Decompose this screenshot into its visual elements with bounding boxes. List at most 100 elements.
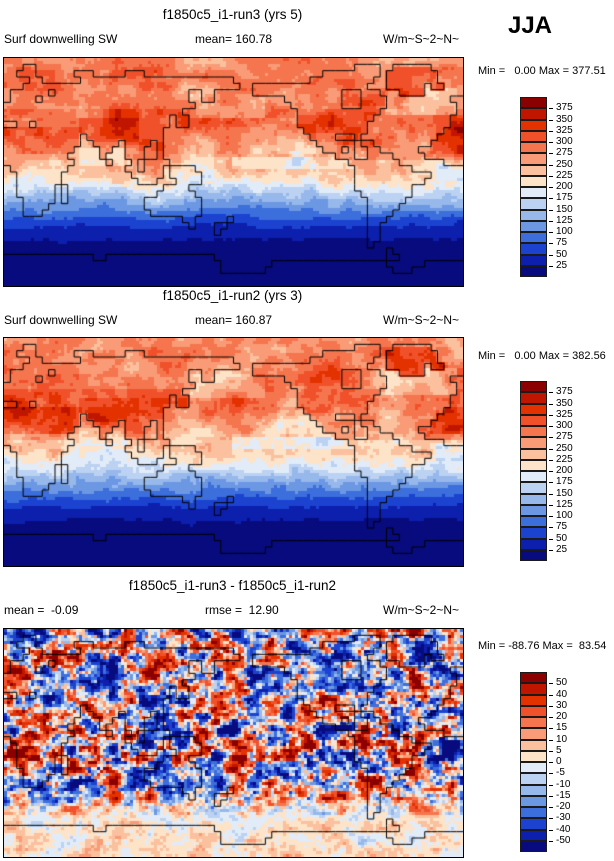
colorbar-tick-label: 15 (556, 722, 568, 734)
colorbar-segment (520, 403, 547, 415)
colorbar-tick (549, 527, 553, 529)
colorbar-tick (549, 254, 553, 256)
colorbar-tick-label: 350 (556, 397, 573, 409)
colorbar-segment (520, 153, 547, 165)
panel2-units-label: W/m~S~2~N~ (383, 313, 460, 327)
colorbar-tick (549, 807, 553, 808)
panel3-title: f1850c5_i1-run3 - f1850c5_i1-run2 (128, 578, 337, 593)
colorbar-segment (520, 784, 547, 796)
colorbar-tick-label: 75 (556, 237, 568, 249)
colorbar-segment (520, 187, 547, 199)
colorbar-tick (549, 243, 553, 245)
colorbar-tick-label: 125 (556, 214, 573, 226)
colorbar-segment (520, 807, 547, 819)
colorbar-tick-label: -20 (556, 801, 571, 812)
colorbar-tick (549, 175, 553, 177)
colorbar-segment (520, 538, 547, 550)
colorbar-segment (520, 504, 547, 516)
colorbar-tick-label: 75 (556, 521, 568, 533)
colorbar-tick-label: 275 (556, 431, 573, 443)
colorbar-segment (520, 426, 547, 438)
colorbar-segment (520, 750, 547, 762)
colorbar-segment (520, 414, 547, 426)
colorbar-tick (549, 392, 553, 394)
colorbar-tick-label: 200 (556, 181, 573, 192)
colorbar-tick-label: 250 (556, 158, 573, 170)
colorbar-segment (520, 243, 547, 255)
colorbar-segment (520, 683, 547, 695)
colorbar-tick-label: 30 (556, 699, 568, 711)
colorbar-segment (520, 739, 547, 751)
colorbar-tick (549, 459, 553, 461)
colorbar-tick (549, 549, 553, 551)
colorbar-tick (549, 142, 553, 143)
colorbar-tick-label: 0 (556, 756, 562, 767)
colorbar-tick-label: 25 (556, 543, 568, 555)
colorbar-segment (520, 448, 547, 460)
colorbar-tick (549, 840, 553, 842)
colorbar-tick (549, 773, 553, 775)
colorbar-tick-label: 300 (556, 420, 573, 431)
colorbar-tick-label: -40 (556, 823, 571, 835)
colorbar-tick-label: -5 (556, 767, 565, 779)
colorbar-tick (549, 829, 553, 831)
colorbar-segment (520, 392, 547, 404)
colorbar-segment (520, 164, 547, 176)
panel2-minmax-label: Min = 0.00 Max = 382.56 (478, 350, 606, 362)
colorbar-tick-label: -15 (556, 789, 571, 801)
colorbar-segment (520, 694, 547, 706)
panel1-map-canvas (3, 57, 464, 287)
colorbar-tick-label: 5 (556, 744, 562, 756)
colorbar-tick (549, 414, 553, 416)
colorbar-segment (520, 220, 547, 232)
panel3-minmax-label: Min = -88.76 Max = 83.54 (478, 640, 607, 652)
colorbar-segment (520, 97, 547, 109)
colorbar-tick (549, 448, 553, 450)
colorbar-tick (549, 209, 553, 211)
colorbar-segment (520, 459, 547, 471)
colorbar-segment (520, 482, 547, 494)
colorbar-tick-label: 375 (556, 386, 573, 398)
colorbar-segment (520, 795, 547, 807)
colorbar-tick (549, 739, 553, 741)
colorbar-tick-label: 300 (556, 136, 573, 147)
panel1-mean-label: mean= 160.78 (195, 32, 273, 46)
colorbar-tick-label: -30 (556, 812, 571, 824)
colorbar-tick-label: 275 (556, 147, 573, 159)
panel3-rmse-label: rmse = 12.90 (205, 603, 279, 617)
colorbar-tick (549, 504, 553, 506)
colorbar-tick-label: 50 (556, 248, 568, 260)
colorbar-tick-label: 40 (556, 688, 568, 700)
colorbar-tick-label: 150 (556, 487, 573, 499)
colorbar-tick (549, 516, 553, 517)
colorbar-segment (520, 705, 547, 717)
colorbar-tick-label: -10 (556, 778, 571, 790)
colorbar-tick-label: 225 (556, 453, 573, 465)
panel1-title: f1850c5_i1-run3 (yrs 5) (162, 7, 303, 22)
colorbar-tick-label: 100 (556, 226, 573, 237)
panel3-mean-label: mean = -0.09 (4, 603, 79, 617)
colorbar-tick (549, 153, 553, 155)
colorbar-tick (549, 187, 553, 188)
colorbar-tick (549, 795, 553, 797)
colorbar-segment (520, 175, 547, 187)
panel3-units-label: W/m~S~2~N~ (383, 603, 460, 617)
colorbar-segment (520, 119, 547, 131)
colorbar-tick (549, 426, 553, 427)
colorbar-tick-label: 100 (556, 510, 573, 521)
colorbar-tick (549, 471, 553, 472)
panel1-colorbar: 375 350 325 300 275 250 225 200 175 150 125 100 75 50… (520, 97, 573, 277)
colorbar-tick-label: 50 (556, 677, 568, 689)
panel2-title: f1850c5_i1-run2 (yrs 3) (162, 288, 303, 303)
colorbar-tick (549, 232, 553, 233)
colorbar-segment (520, 381, 547, 393)
colorbar-segment (520, 437, 547, 449)
panel1-units-label: W/m~S~2~N~ (383, 32, 460, 46)
colorbar-segment (520, 265, 547, 277)
colorbar-tick (549, 705, 553, 707)
colorbar-tick-label: 150 (556, 203, 573, 215)
colorbar-segment (520, 142, 547, 154)
colorbar-segment (520, 527, 547, 539)
colorbar-segment (520, 108, 547, 120)
